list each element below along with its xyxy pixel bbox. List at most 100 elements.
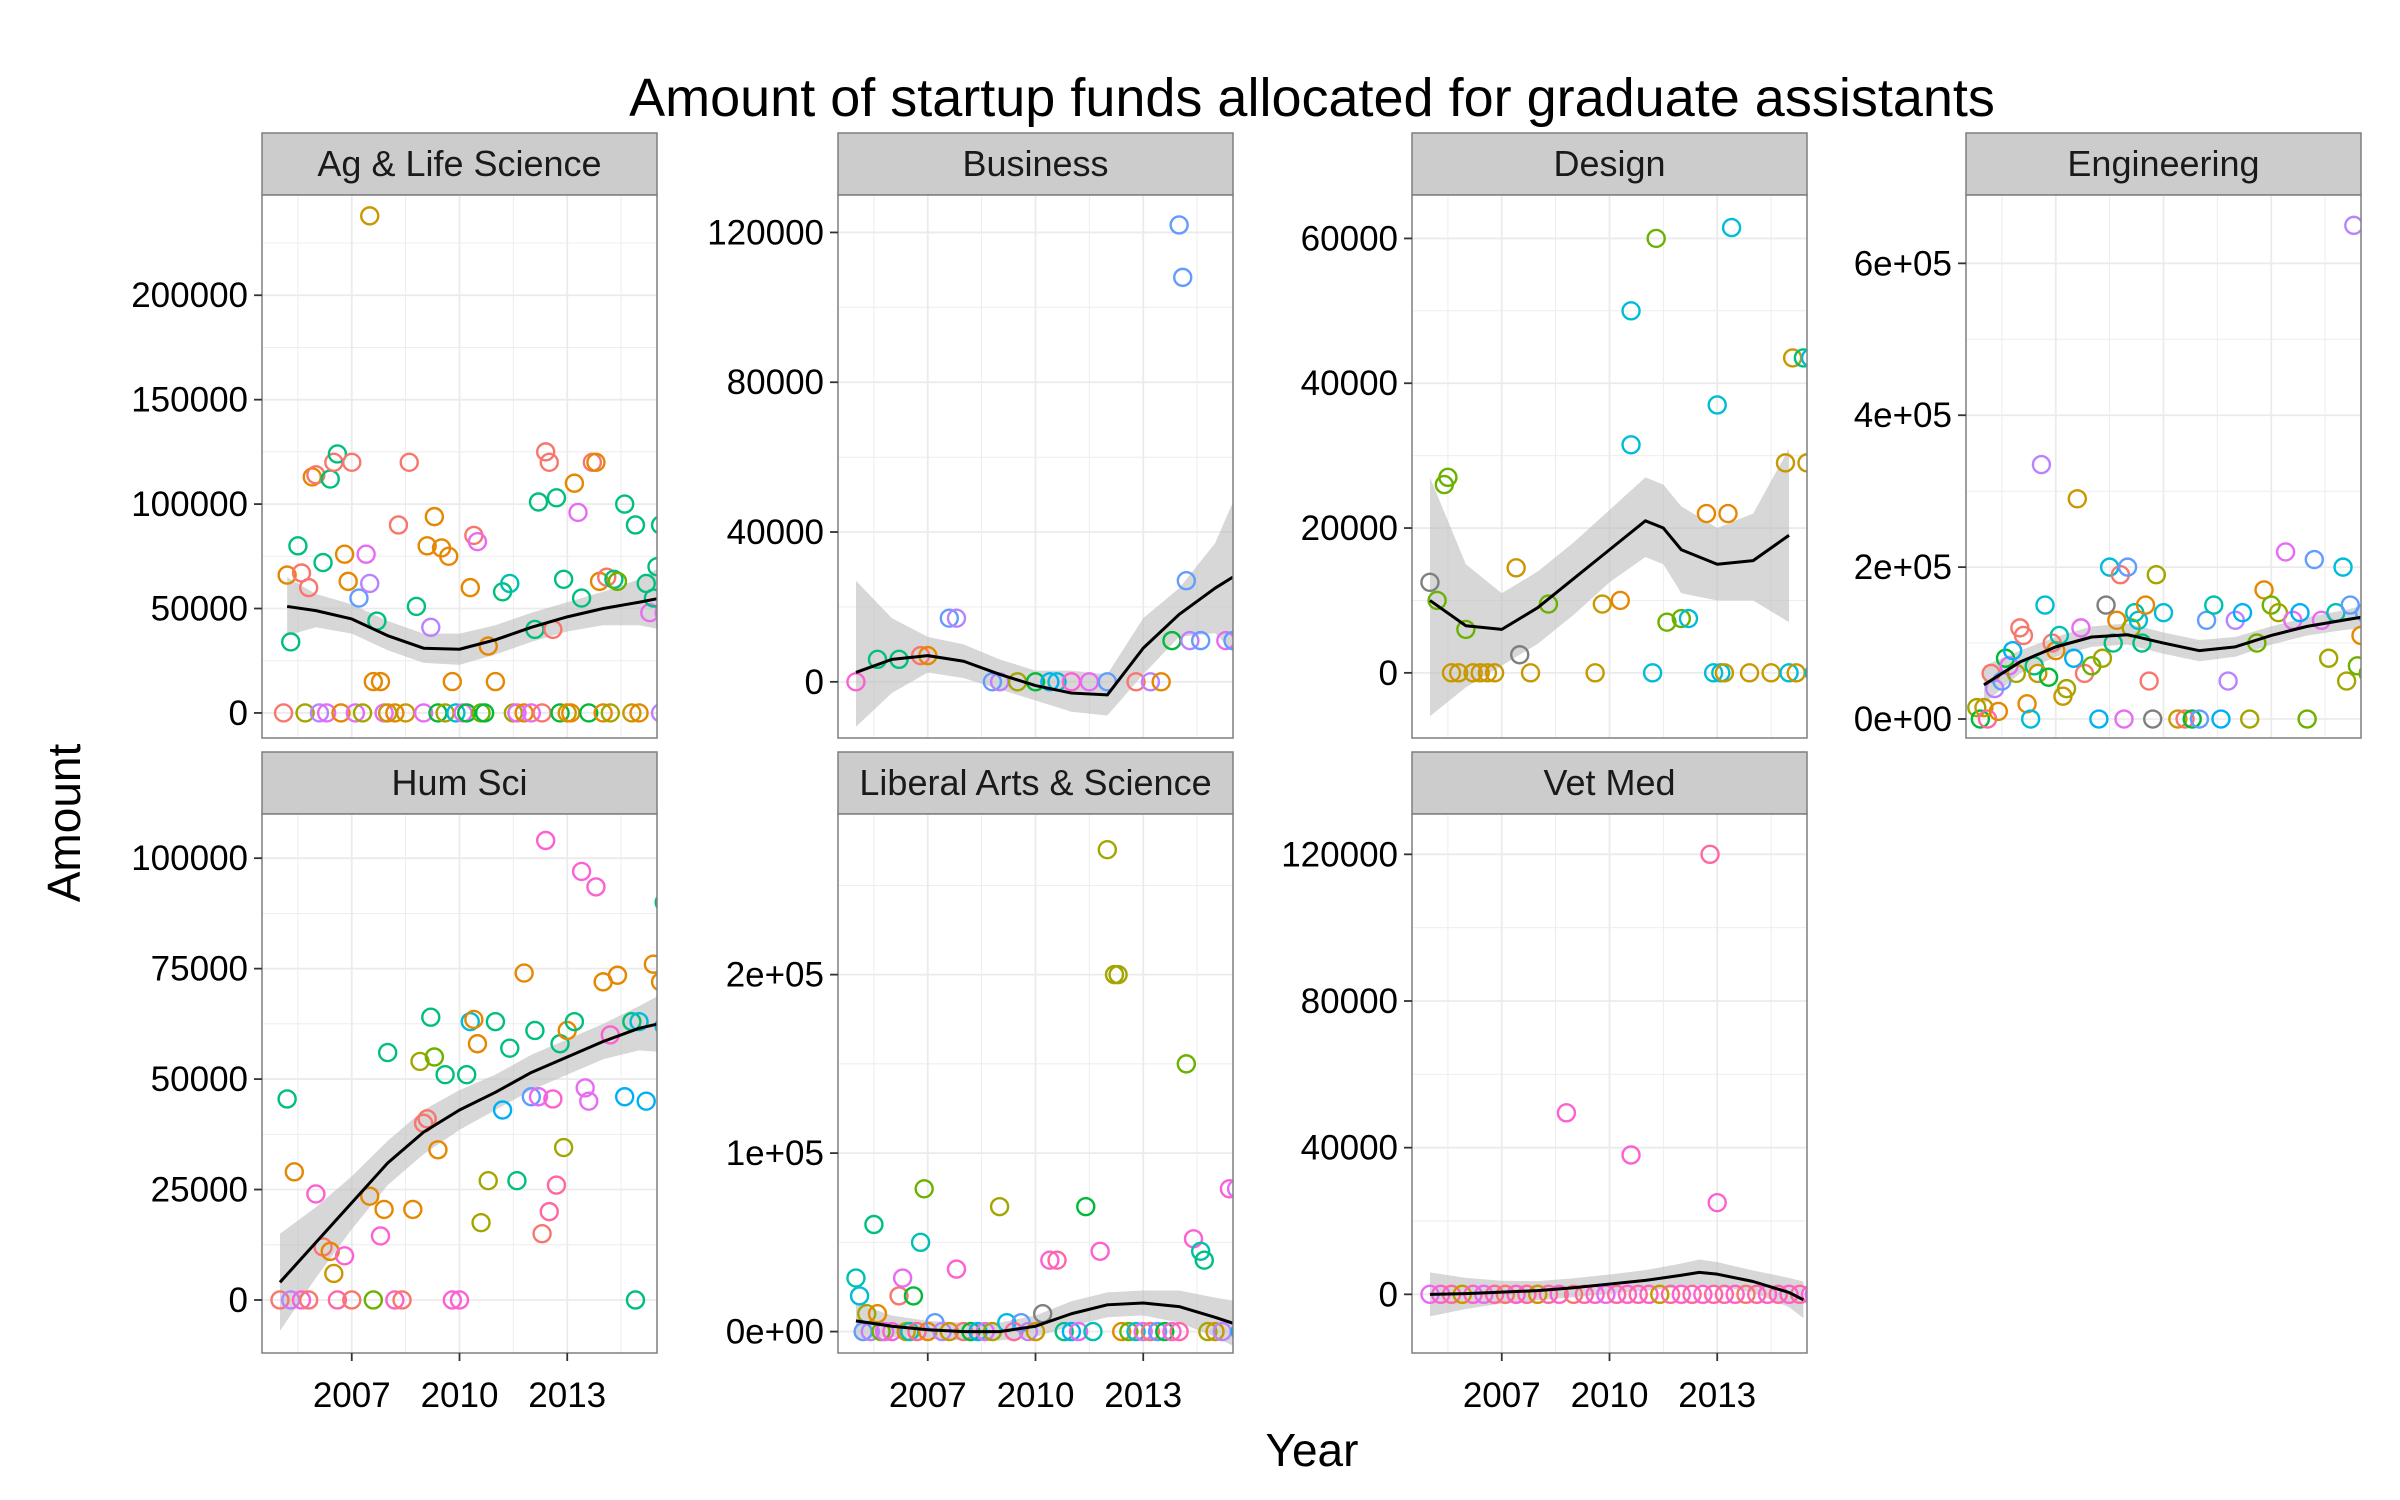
data-point xyxy=(907,1321,927,1342)
data-point xyxy=(2182,709,2202,729)
y-tick-label: 75000 xyxy=(151,950,248,989)
data-point xyxy=(1707,1192,1727,1213)
data-point xyxy=(1223,630,1233,651)
data-point xyxy=(528,492,549,512)
data-point xyxy=(284,1162,305,1182)
data-point xyxy=(291,1290,312,1310)
facet-strip xyxy=(261,751,658,815)
y-tick-label: 0 xyxy=(1379,1275,1398,1314)
data-point xyxy=(903,1286,924,1306)
data-point xyxy=(1420,572,1440,593)
data-point xyxy=(2135,595,2156,615)
data-point xyxy=(1650,1284,1670,1305)
facet-strip xyxy=(837,132,1234,196)
data-point xyxy=(277,1089,297,1109)
data-point xyxy=(485,671,506,692)
smooth-line xyxy=(1429,519,1790,631)
data-point xyxy=(535,830,556,851)
facet-panel: Business 0 40000 80000 120000 xyxy=(707,132,1234,739)
data-point xyxy=(1477,663,1498,683)
data-point xyxy=(2239,709,2260,729)
data-point xyxy=(1707,395,1727,415)
data-point xyxy=(1126,1321,1146,1342)
data-point xyxy=(1549,1284,1569,1305)
y-tick-label: 6e+05 xyxy=(1854,244,1952,283)
data-point xyxy=(324,1263,344,1284)
data-point xyxy=(306,1184,326,1204)
data-point xyxy=(485,1011,506,1032)
data-point xyxy=(614,1087,635,1107)
data-point xyxy=(1151,672,1171,692)
y-tick-label: 120000 xyxy=(707,213,824,252)
data-point xyxy=(1108,964,1128,985)
facet-strip xyxy=(837,751,1234,815)
data-point xyxy=(460,577,480,598)
data-point xyxy=(1520,663,1541,683)
data-point xyxy=(1176,1054,1197,1074)
data-point xyxy=(2336,671,2357,691)
data-point xyxy=(2168,709,2188,729)
data-point xyxy=(629,703,649,723)
data-point xyxy=(600,703,621,723)
data-point xyxy=(2196,610,2217,630)
data-point xyxy=(1800,348,1807,367)
y-axis-title: Amount xyxy=(38,744,90,903)
data-point xyxy=(2304,549,2325,570)
data-point xyxy=(2275,542,2296,562)
data-point xyxy=(550,703,570,723)
x-tick-label: 2007 xyxy=(313,1376,391,1415)
data-point xyxy=(360,1186,380,1206)
data-point xyxy=(2071,618,2091,638)
data-point xyxy=(334,1246,355,1266)
y-tick-label: 80000 xyxy=(727,363,824,402)
data-point xyxy=(1660,1284,1681,1305)
data-point xyxy=(1800,1285,1807,1304)
data-point xyxy=(446,703,466,723)
facet-strip-label: Business xyxy=(962,143,1108,184)
data-point xyxy=(1484,663,1505,683)
data-point xyxy=(331,703,351,723)
data-point xyxy=(514,963,534,983)
y-tick-label: 40000 xyxy=(1301,1129,1398,1168)
data-point xyxy=(1657,612,1677,632)
data-point xyxy=(406,596,427,617)
x-tick-label: 2010 xyxy=(997,1376,1075,1415)
data-point xyxy=(1190,630,1211,651)
y-tick-label: 1e+05 xyxy=(726,1134,824,1173)
data-point xyxy=(1180,630,1200,651)
data-point xyxy=(1456,619,1476,640)
data-point xyxy=(1621,301,1641,321)
data-point xyxy=(1721,217,1742,238)
data-point xyxy=(1216,630,1233,651)
data-point xyxy=(1147,1321,1168,1342)
smooth-line xyxy=(855,1301,1233,1334)
data-point xyxy=(1970,709,1991,729)
y-tick-label: 2e+05 xyxy=(1854,548,1952,587)
facet-panel: Vet Med 0 40000 80000 120000 2007 2010 2013 xyxy=(1281,751,1808,1415)
data-point xyxy=(2175,709,2195,729)
data-point xyxy=(1506,1284,1526,1305)
data-point xyxy=(1510,645,1530,665)
data-point xyxy=(528,1087,549,1107)
data-point xyxy=(2013,625,2034,646)
data-point xyxy=(442,1290,463,1310)
data-point xyxy=(1140,672,1161,692)
panel-marks xyxy=(846,215,1233,727)
data-point xyxy=(349,588,369,608)
data-point xyxy=(2347,656,2361,676)
data-point xyxy=(2020,709,2041,729)
data-point xyxy=(946,1259,967,1279)
data-point xyxy=(1563,1284,1584,1305)
data-point xyxy=(342,1290,362,1310)
y-tick-label: 40000 xyxy=(727,513,824,552)
data-point xyxy=(1133,1321,1153,1342)
data-point xyxy=(2290,602,2310,623)
data-point xyxy=(539,1201,559,1222)
data-point xyxy=(593,703,613,723)
data-point xyxy=(273,703,294,723)
data-point xyxy=(2218,671,2238,691)
data-point xyxy=(1083,1321,1103,1342)
data-point xyxy=(327,444,348,464)
data-point xyxy=(1804,1287,1807,1301)
data-point xyxy=(946,608,967,628)
